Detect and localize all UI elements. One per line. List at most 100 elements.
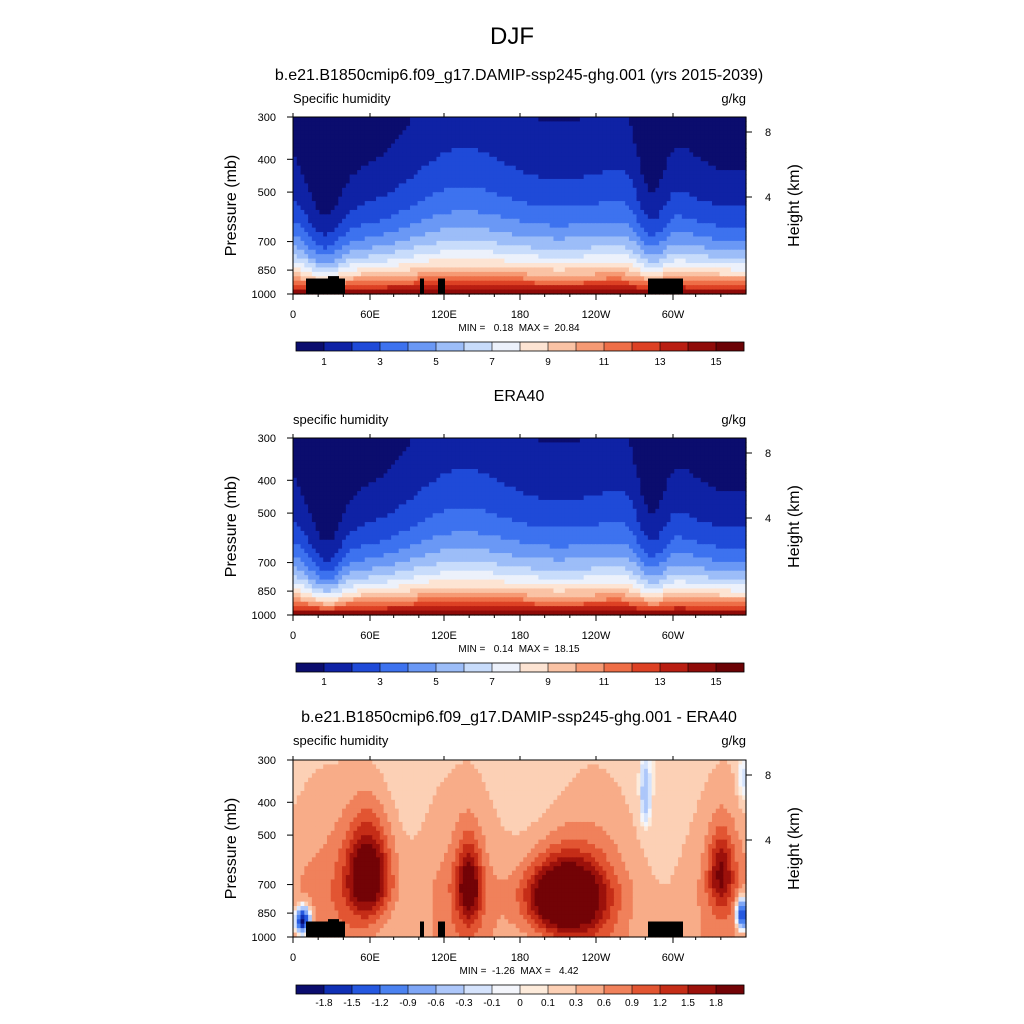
field-cell [323, 201, 328, 207]
field-cell [293, 178, 298, 184]
field-cell [436, 165, 441, 171]
field-cell [338, 117, 343, 123]
field-cell [334, 134, 339, 140]
field-cell [617, 147, 623, 153]
field-cell [617, 174, 623, 180]
field-cell [674, 147, 679, 153]
field-cell [364, 223, 370, 229]
field-cell [561, 178, 566, 184]
field-cell [398, 143, 404, 149]
field-cell [338, 130, 343, 136]
field-cell [353, 209, 358, 215]
field-cell [734, 125, 740, 131]
field-cell [451, 161, 456, 167]
field-cell [527, 267, 532, 273]
field-cell [632, 192, 638, 198]
field-cell [523, 209, 528, 215]
field-cell [738, 170, 743, 176]
field-cell [579, 152, 585, 158]
field-cell [342, 236, 347, 242]
field-cell [315, 130, 321, 136]
field-cell [368, 214, 373, 220]
field-cell [459, 117, 464, 123]
field-cell [447, 121, 453, 127]
field-cell [628, 183, 634, 189]
field-cell [742, 139, 747, 145]
field-cell [670, 209, 675, 215]
field-cell [617, 165, 623, 171]
field-cell [387, 152, 392, 158]
field-cell [579, 161, 585, 167]
field-cell [477, 285, 483, 291]
field-cell [485, 209, 490, 215]
field-cell [655, 183, 660, 189]
field-cell [636, 232, 641, 238]
field-cell [534, 223, 539, 229]
field-cell [511, 165, 517, 171]
field-cell [511, 240, 517, 246]
field-cell [515, 152, 521, 158]
field-cell [440, 209, 445, 215]
field-cell [723, 121, 728, 127]
field-cell [326, 258, 332, 264]
field-cell [583, 438, 589, 444]
field-cell [406, 276, 411, 282]
field-cell [364, 205, 370, 211]
field-cell [311, 227, 317, 233]
field-cell [519, 267, 524, 273]
field-cell [662, 201, 668, 207]
field-cell [394, 285, 400, 291]
field-cell [579, 130, 585, 136]
field-cell [534, 280, 539, 286]
field-cell [730, 161, 736, 167]
field-cell [387, 147, 392, 153]
field-cell [519, 161, 524, 167]
field-cell [655, 240, 660, 246]
field-cell [542, 289, 547, 295]
field-cell [583, 245, 589, 251]
field-cell [428, 143, 434, 149]
panel-title: ERA40 [494, 388, 545, 405]
field-cell [376, 263, 381, 269]
field-cell [564, 263, 570, 269]
field-cell [572, 249, 577, 255]
colorbar-swatch [352, 342, 381, 351]
field-cell [410, 134, 415, 140]
field-cell [591, 245, 596, 251]
field-cell [545, 232, 551, 238]
field-cell [311, 139, 317, 145]
field-cell [572, 134, 577, 140]
field-cell [719, 192, 724, 198]
field-cell [477, 156, 483, 162]
field-cell [564, 130, 570, 136]
field-cell [542, 280, 547, 286]
field-cell [610, 227, 615, 233]
field-cell [432, 134, 438, 140]
field-cell [621, 147, 626, 153]
field-cell [496, 117, 502, 123]
field-cell [625, 276, 630, 282]
field-cell [508, 245, 513, 251]
field-cell [477, 183, 483, 189]
field-cell [712, 285, 717, 291]
field-cell [330, 438, 336, 444]
field-cell [685, 134, 690, 140]
field-cell [553, 121, 558, 127]
field-cell [319, 236, 324, 242]
field-cell [360, 209, 366, 215]
field-cell [402, 143, 407, 149]
field-cell [708, 205, 713, 211]
field-cell [523, 178, 528, 184]
field-cell [527, 165, 532, 171]
field-cell [319, 249, 324, 255]
field-cell [315, 178, 321, 184]
field-cell [383, 263, 388, 269]
field-cell [572, 289, 577, 295]
field-cell [326, 121, 332, 127]
field-cell [477, 165, 483, 171]
field-cell [527, 147, 532, 153]
field-cell [689, 196, 694, 202]
field-cell [557, 139, 562, 145]
field-cell [440, 178, 445, 184]
field-cell [300, 236, 305, 242]
